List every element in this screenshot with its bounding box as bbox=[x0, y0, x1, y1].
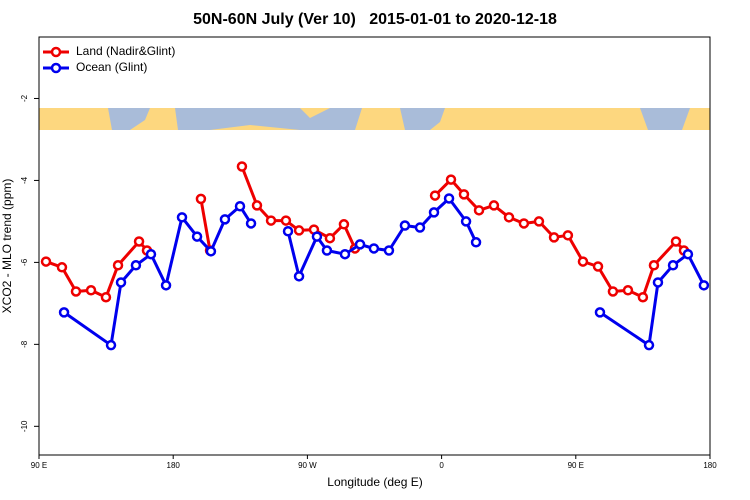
data-point bbox=[191, 231, 203, 242]
x-tick-label: 180 bbox=[167, 461, 181, 470]
data-point bbox=[219, 214, 231, 225]
data-point bbox=[443, 193, 455, 204]
legend-label: Land (Nadir&Glint) bbox=[76, 44, 175, 58]
data-point bbox=[383, 245, 395, 256]
x-tick-label: 180 bbox=[703, 461, 717, 470]
data-point bbox=[667, 260, 679, 271]
plot-frame bbox=[38, 36, 711, 456]
data-point bbox=[70, 286, 82, 297]
series bbox=[40, 161, 690, 303]
chart-title: 50N-60N July (Ver 10) 2015-01-01 to 2020… bbox=[193, 11, 557, 28]
data-point bbox=[562, 230, 574, 241]
data-point bbox=[133, 236, 145, 247]
legend-swatch-marker bbox=[50, 46, 62, 58]
data-point bbox=[130, 260, 142, 271]
data-point bbox=[245, 218, 257, 229]
data-point bbox=[682, 248, 694, 260]
data-point bbox=[643, 339, 655, 351]
data-point bbox=[251, 200, 263, 211]
data-point bbox=[592, 261, 604, 272]
data-point bbox=[293, 225, 305, 236]
data-point bbox=[195, 193, 207, 205]
data-point bbox=[160, 280, 172, 291]
data-point bbox=[338, 219, 350, 230]
data-point bbox=[56, 262, 68, 273]
y-tick-label: -8 bbox=[20, 340, 29, 348]
data-point bbox=[577, 256, 589, 267]
data-point bbox=[533, 216, 545, 227]
data-point bbox=[112, 260, 124, 271]
data-point bbox=[670, 236, 682, 247]
data-point bbox=[115, 277, 127, 288]
legend-swatch-marker bbox=[50, 62, 62, 74]
data-point bbox=[488, 200, 500, 211]
map-ocean bbox=[640, 108, 690, 130]
map-ocean bbox=[108, 108, 150, 130]
map-ocean bbox=[175, 108, 362, 130]
data-point bbox=[176, 212, 188, 223]
x-tick-label: 90 E bbox=[31, 461, 47, 470]
data-point bbox=[470, 237, 482, 248]
data-point bbox=[85, 285, 97, 296]
data-point bbox=[648, 260, 660, 271]
x-axis-label: Longitude (deg E) bbox=[327, 475, 422, 489]
data-point bbox=[40, 256, 52, 267]
y-tick-label: -6 bbox=[20, 258, 29, 266]
data-point bbox=[622, 285, 634, 296]
data-point bbox=[429, 190, 441, 201]
data-point bbox=[311, 231, 323, 242]
data-point bbox=[354, 239, 366, 250]
data-point bbox=[282, 225, 294, 237]
data-point bbox=[594, 307, 606, 318]
data-point bbox=[637, 291, 649, 303]
y-tick-label: -4 bbox=[20, 176, 29, 184]
y-tick-label: -10 bbox=[20, 420, 29, 432]
data-point bbox=[236, 161, 248, 172]
x-tick-label: 90 W bbox=[298, 461, 317, 470]
y-axis-label: XCO2 - MLO trend (ppm) bbox=[0, 179, 14, 314]
data-point bbox=[518, 218, 530, 229]
map-strip bbox=[39, 108, 710, 130]
x-tick-label: 0 bbox=[439, 461, 444, 470]
data-point bbox=[368, 243, 380, 254]
data-point bbox=[428, 207, 440, 218]
x-tick-label: 90 E bbox=[568, 461, 584, 470]
data-point bbox=[414, 222, 426, 233]
data-point bbox=[339, 248, 351, 260]
data-point bbox=[293, 271, 305, 282]
data-point bbox=[58, 307, 70, 318]
data-point bbox=[100, 291, 112, 303]
series-line bbox=[45, 165, 686, 299]
y-tick-label: -2 bbox=[20, 94, 29, 102]
data-point bbox=[460, 216, 472, 227]
data-point bbox=[280, 215, 292, 226]
data-point bbox=[548, 232, 560, 243]
data-point bbox=[652, 277, 664, 288]
data-point bbox=[205, 246, 217, 257]
data-point bbox=[473, 205, 485, 216]
data-point bbox=[458, 189, 470, 200]
data-point bbox=[265, 215, 277, 226]
legend-label: Ocean (Glint) bbox=[76, 60, 147, 74]
map-ocean bbox=[400, 108, 445, 130]
data-point bbox=[324, 232, 336, 244]
series bbox=[58, 193, 710, 351]
data-point bbox=[321, 245, 333, 256]
data-point bbox=[105, 339, 117, 351]
data-point bbox=[234, 200, 246, 212]
data-point bbox=[698, 280, 710, 291]
data-point bbox=[399, 220, 411, 231]
data-point bbox=[445, 174, 457, 185]
legend: Land (Nadir&Glint) Ocean (Glint) bbox=[43, 44, 175, 74]
data-point bbox=[607, 286, 619, 297]
data-point bbox=[503, 212, 515, 223]
data-point bbox=[145, 248, 157, 260]
